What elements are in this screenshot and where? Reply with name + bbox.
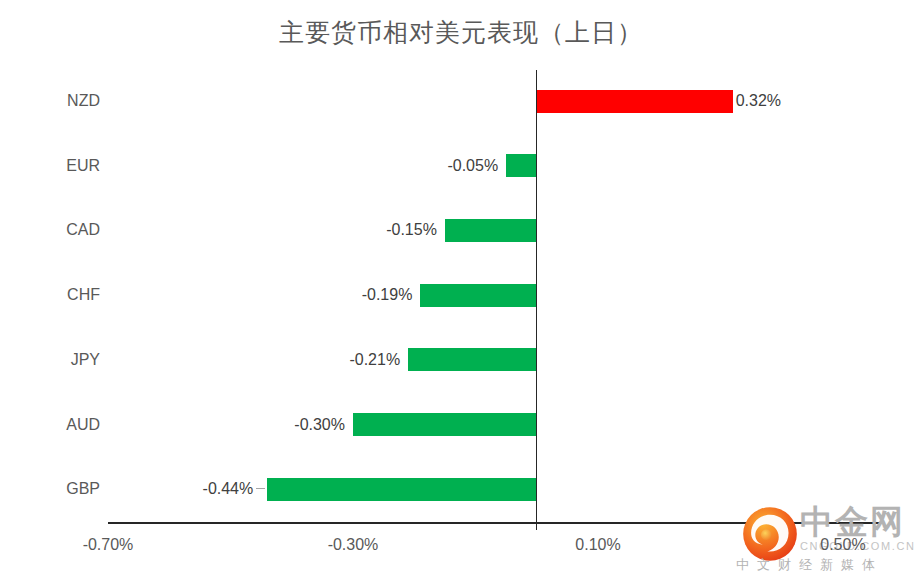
value-label-chf: -0.19% xyxy=(362,284,413,306)
watermark-tagline: 中文财经新媒体 xyxy=(736,556,883,574)
category-label-chf: CHF xyxy=(10,284,100,306)
category-label-cad: CAD xyxy=(10,219,100,241)
value-label-jpy: -0.21% xyxy=(349,349,400,371)
x-tick-label: 0.10% xyxy=(553,536,643,554)
watermark-brand: 中金网 xyxy=(800,504,905,540)
category-label-eur: EUR xyxy=(10,155,100,177)
x-tick-label: -0.70% xyxy=(63,536,153,554)
label-leader-line xyxy=(256,488,265,489)
value-label-aud: -0.30% xyxy=(294,414,345,436)
bar-aud xyxy=(353,413,537,436)
category-label-nzd: NZD xyxy=(10,90,100,112)
category-label-jpy: JPY xyxy=(10,349,100,371)
category-label-aud: AUD xyxy=(10,414,100,436)
cngold-logo-icon xyxy=(742,506,798,562)
x-tick-label: 0.50% xyxy=(798,536,888,554)
x-tick-label: -0.30% xyxy=(308,536,398,554)
value-label-gbp: -0.44% xyxy=(203,478,254,500)
bar-eur xyxy=(506,154,537,177)
category-label-gbp: GBP xyxy=(10,478,100,500)
bar-chf xyxy=(420,284,536,307)
value-label-eur: -0.05% xyxy=(447,155,498,177)
bar-gbp xyxy=(267,478,536,501)
bar-nzd xyxy=(537,90,733,113)
bar-jpy xyxy=(408,348,537,371)
value-label-nzd: 0.32% xyxy=(736,90,781,112)
chart-canvas: 主要货币相对美元表现（上日） NZD 0.32% EUR -0.05% CAD -0.15… xyxy=(0,0,922,584)
chart-title: 主要货币相对美元表现（上日） xyxy=(0,16,922,49)
bar-cad xyxy=(445,219,537,242)
value-label-cad: -0.15% xyxy=(386,219,437,241)
zero-baseline xyxy=(536,70,538,530)
